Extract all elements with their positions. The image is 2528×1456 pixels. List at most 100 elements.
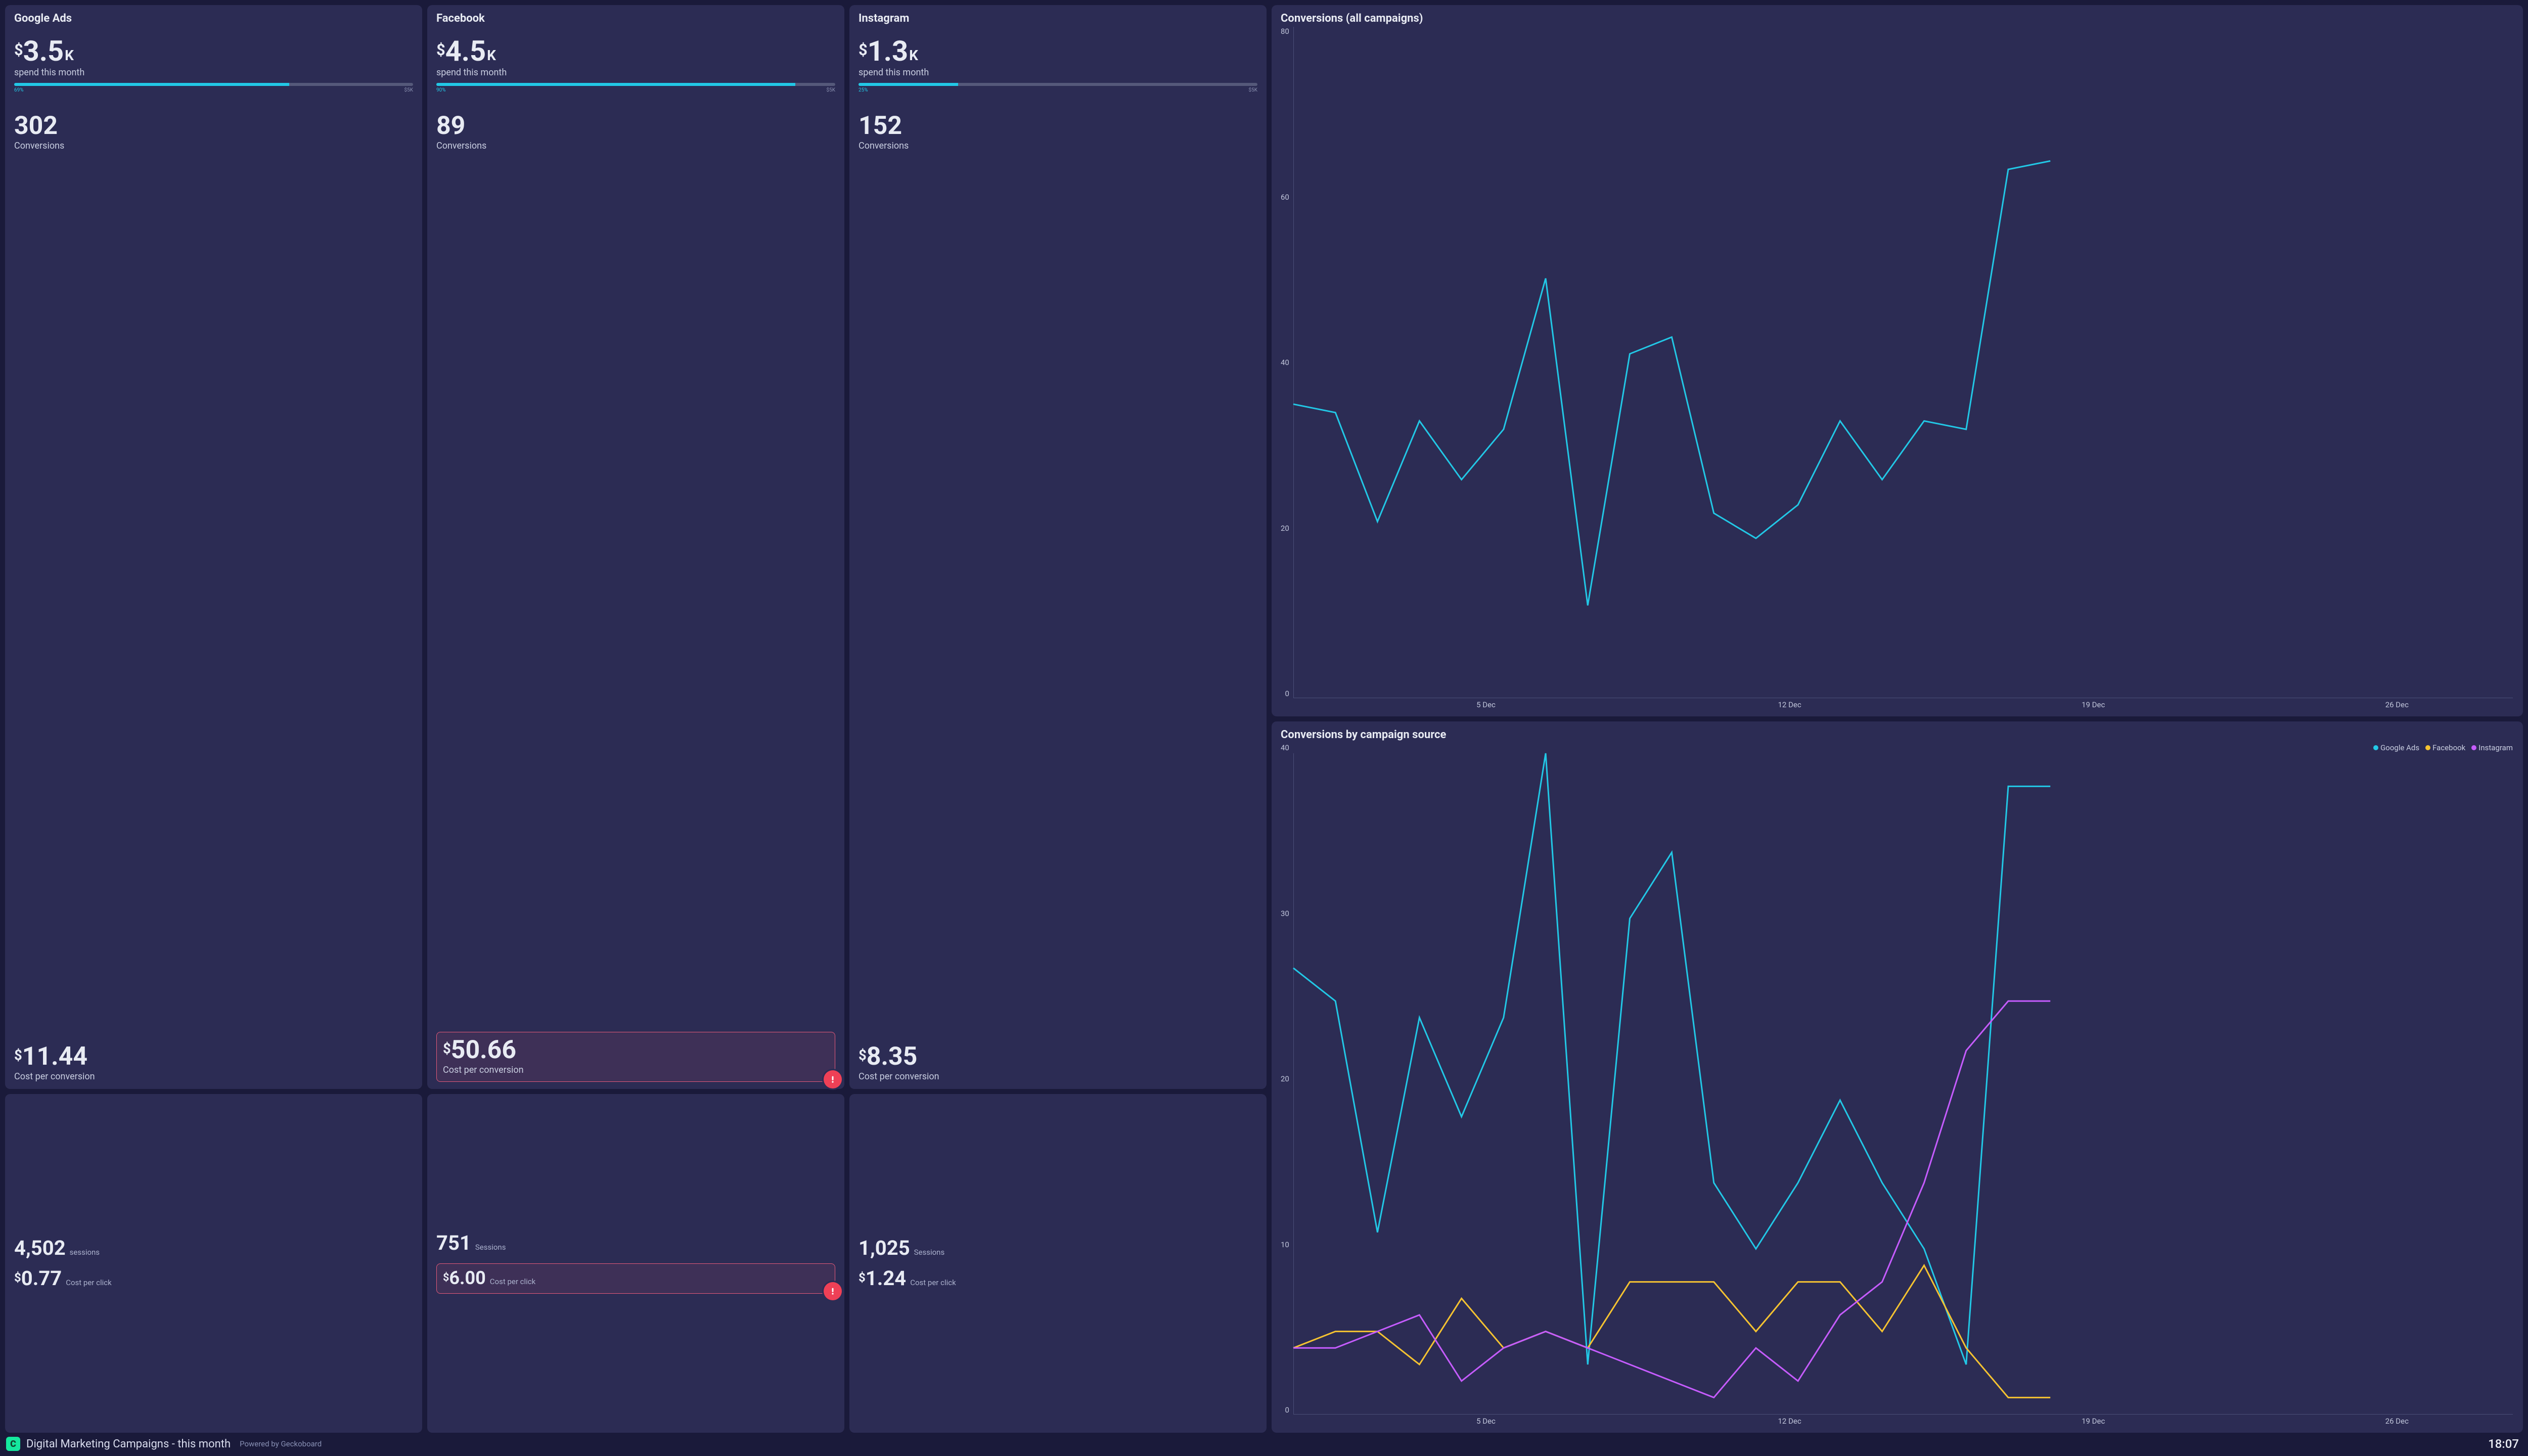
cost-per-click-label: Cost per click [490, 1277, 535, 1286]
conversions-block: 89 Conversions [436, 113, 835, 151]
conversions-value: 152 [859, 113, 1257, 139]
x-tick: 12 Dec [1778, 700, 1801, 709]
spend-value: $3.5K [14, 37, 413, 65]
progress-max: $5K [404, 87, 413, 93]
y-tick: 40 [1281, 743, 1289, 752]
alert-icon [824, 1282, 842, 1300]
legend-item: Google Ads [2373, 743, 2419, 752]
x-tick: 12 Dec [1778, 1417, 1801, 1426]
legend-label: Instagram [2478, 743, 2513, 752]
progress-pct: 25% [859, 87, 868, 93]
sessions-label: Sessions [914, 1248, 945, 1257]
spend-block: $1.3K spend this month 25% $5K [859, 37, 1257, 93]
spend-progress: 69% $5K [14, 83, 413, 93]
powered-by: Powered by Geckoboard [240, 1439, 322, 1448]
cost-per-click-label: Cost per click [66, 1278, 111, 1287]
cost-per-conversion-label: Cost per conversion [443, 1065, 829, 1075]
campaign-card-facebook: Facebook $4.5K spend this month 90% $5K 8… [427, 5, 844, 1089]
legend-label: Google Ads [2380, 743, 2419, 752]
cost-per-conversion-value: $8.35 [859, 1044, 1257, 1069]
campaign-col-google: Google Ads $3.5K spend this month 69% $5K… [5, 5, 422, 1433]
y-tick: 10 [1281, 1240, 1289, 1249]
campaign-stats-google: 4,502 sessions $0.77 Cost per click [5, 1094, 422, 1433]
spend-label: spend this month [14, 67, 413, 78]
spend-progress: 90% $5K [436, 83, 835, 93]
conversions-label: Conversions [14, 141, 413, 151]
cost-per-conversion-label: Cost per conversion [859, 1071, 1257, 1082]
cost-per-click-row: $0.77 Cost per click [14, 1268, 413, 1289]
cost-per-click-value: $6.00 [443, 1269, 486, 1287]
x-tick: 19 Dec [2082, 700, 2105, 709]
progress-pct: 69% [14, 87, 24, 93]
sessions-row: 1,025 Sessions [859, 1238, 1257, 1258]
spend-block: $3.5K spend this month 69% $5K [14, 37, 413, 93]
sessions-label: sessions [70, 1248, 100, 1257]
campaign-title: Facebook [436, 12, 835, 25]
campaign-stats-facebook: 751 Sessions $6.00 Cost per click [427, 1094, 844, 1433]
x-tick: 19 Dec [2082, 1417, 2105, 1426]
x-axis: 5 Dec12 Dec19 Dec26 Dec [1293, 1415, 2513, 1426]
sessions-value: 4,502 [14, 1238, 66, 1258]
cost-per-click-label: Cost per click [910, 1278, 956, 1287]
legend-item: Facebook [2425, 743, 2465, 752]
spend-progress: 25% $5K [859, 83, 1257, 93]
campaign-title: Google Ads [14, 12, 413, 25]
chart-conversions-by-source: Conversions by campaign source 403020100… [1272, 721, 2523, 1433]
sessions-label: Sessions [475, 1243, 506, 1252]
campaign-card-instagram: Instagram $1.3K spend this month 25%$5K … [849, 5, 1267, 1089]
spend-block: $4.5K spend this month 90% $5K [436, 37, 835, 93]
y-tick: 0 [1285, 689, 1289, 698]
cost-per-conversion-block: $8.35 Cost per conversion [859, 1044, 1257, 1082]
progress-pct: 90% [436, 87, 446, 93]
x-tick: 5 Dec [1476, 1417, 1496, 1426]
alert-icon [824, 1070, 842, 1088]
x-axis: 5 Dec 12 Dec 19 Dec 26 Dec [1293, 698, 2513, 709]
conversions-label: Conversions [859, 141, 1257, 151]
sessions-row: 751 Sessions [436, 1233, 835, 1253]
campaign-stats-instagram: 1,025 Sessions $1.24 Cost per click [849, 1094, 1267, 1433]
y-tick: 20 [1281, 1074, 1289, 1083]
y-tick: 60 [1281, 193, 1289, 202]
progress-max: $5K [1248, 87, 1257, 93]
cost-per-click-row: $1.24 Cost per click [859, 1268, 1257, 1289]
chart-conversions-all: Conversions (all campaigns) 80 60 40 20 0 5 … [1272, 5, 2523, 716]
legend-item: Instagram [2471, 743, 2513, 752]
brand-logo-icon: C [6, 1437, 20, 1451]
campaign-card-google: Google Ads $3.5K spend this month 69% $5K… [5, 5, 422, 1089]
cost-per-conversion-value: $11.44 [14, 1044, 413, 1069]
spend-value: $1.3K [859, 37, 1257, 65]
chart-plot [1293, 27, 2513, 698]
legend-label: Facebook [2432, 743, 2465, 752]
conversions-block: 152 Conversions [859, 113, 1257, 151]
cost-per-click-alert: $6.00 Cost per click [436, 1263, 835, 1294]
dashboard-grid: Google Ads $3.5K spend this month 69% $5K… [0, 0, 2528, 1433]
y-tick: 30 [1281, 909, 1289, 918]
sessions-value: 1,025 [859, 1238, 910, 1258]
sessions-value: 751 [436, 1233, 471, 1253]
cost-per-click-value: $0.77 [14, 1268, 62, 1289]
footer: C Digital Marketing Campaigns - this mon… [0, 1433, 2528, 1456]
y-tick: 80 [1281, 27, 1289, 36]
dashboard-title: Digital Marketing Campaigns - this month [26, 1438, 231, 1450]
y-tick: 40 [1281, 358, 1289, 367]
spend-label: spend this month [436, 67, 835, 78]
campaign-col-facebook: Facebook $4.5K spend this month 90% $5K 8… [427, 5, 844, 1433]
conversions-block: 302 Conversions [14, 113, 413, 151]
campaign-col-instagram: Instagram $1.3K spend this month 25%$5K … [849, 5, 1267, 1433]
clock: 18:07 [2488, 1437, 2519, 1451]
charts-column: Conversions (all campaigns) 80 60 40 20 0 5 … [1272, 5, 2523, 1433]
sessions-row: 4,502 sessions [14, 1238, 413, 1258]
chart-plot [1293, 753, 2513, 1415]
cost-per-click-value: $1.24 [859, 1268, 906, 1289]
chart-title: Conversions (all campaigns) [1281, 12, 2513, 25]
spend-label: spend this month [859, 67, 1257, 78]
campaign-title: Instagram [859, 12, 1257, 25]
y-tick: 20 [1281, 524, 1289, 533]
cost-per-conversion-value: $50.66 [443, 1037, 829, 1063]
spend-value: $4.5K [436, 37, 835, 65]
x-tick: 26 Dec [2385, 700, 2409, 709]
y-axis: 80 60 40 20 0 [1281, 27, 1293, 709]
progress-max: $5K [826, 87, 835, 93]
x-tick: 5 Dec [1476, 700, 1496, 709]
conversions-value: 302 [14, 113, 413, 139]
